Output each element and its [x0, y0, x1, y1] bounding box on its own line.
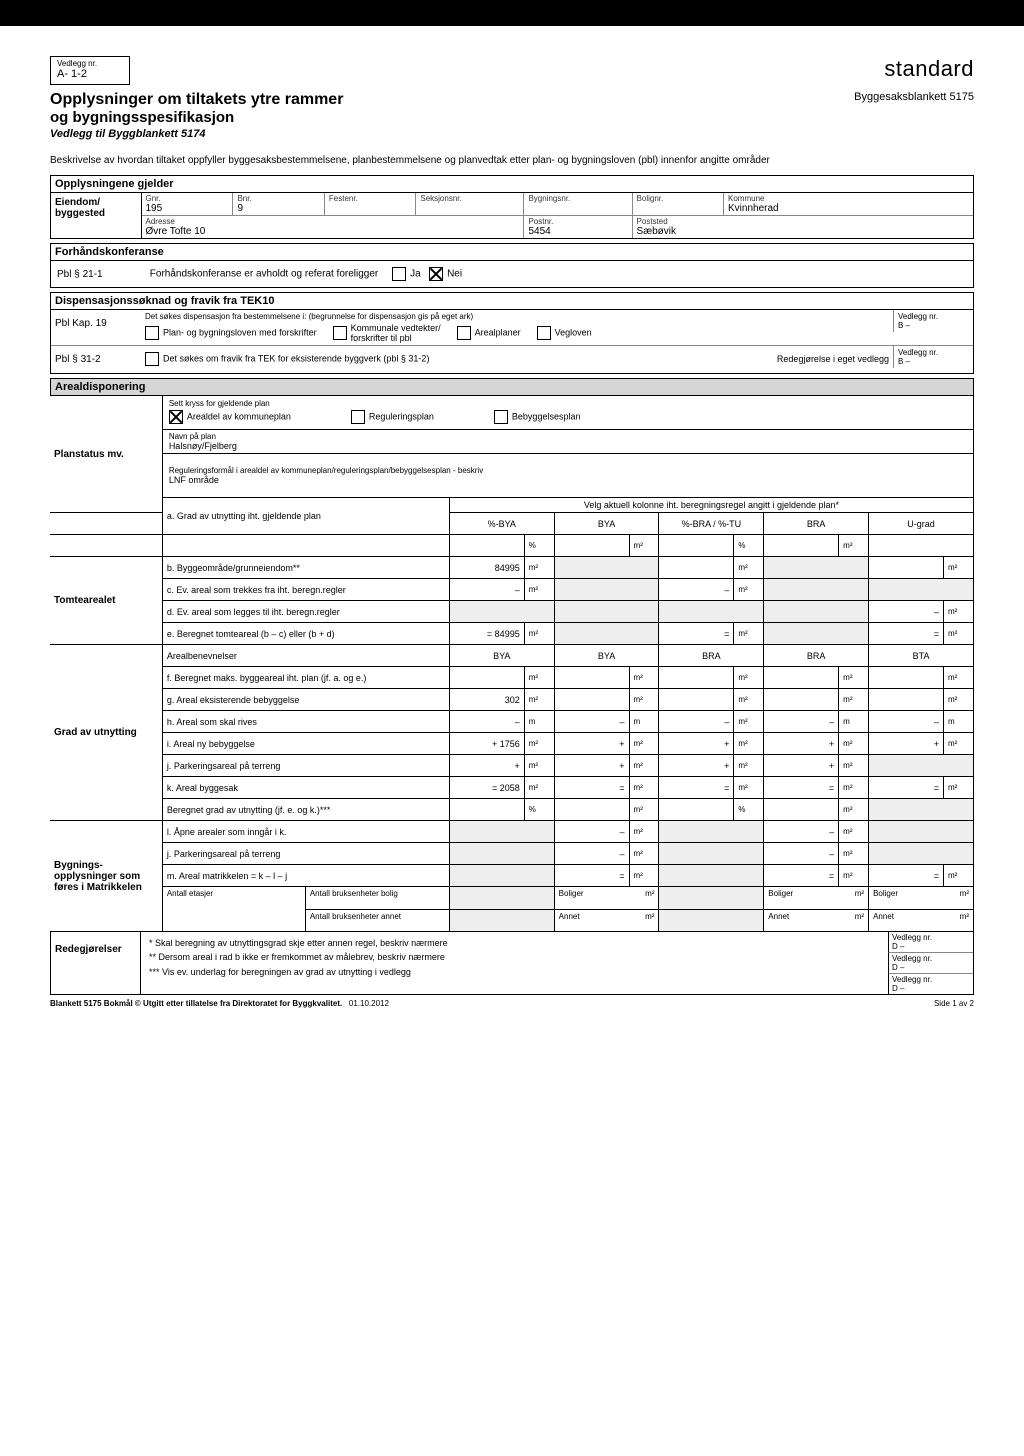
checkbox-fravik[interactable]	[145, 352, 159, 366]
section-dispensasjon: Dispensasjonssøknad og fravik fra TEK10 …	[50, 292, 974, 374]
section-heading: Opplysningene gjelder	[51, 176, 973, 193]
standard-logo: standard	[884, 56, 974, 82]
page-title: Opplysninger om tiltakets ytre rammer	[50, 91, 343, 109]
checkbox-vegloven[interactable]	[537, 326, 551, 340]
checkbox-reguleringsplan[interactable]	[351, 410, 365, 424]
section-arealdisponering: Arealdisponering Planstatus mv. Sett kry…	[50, 378, 974, 995]
checkbox-bebyggelsesplan[interactable]	[494, 410, 508, 424]
section-redegjorelser: Redegjørelser * Skal beregning av utnytt…	[50, 932, 974, 995]
page-footer: Blankett 5175 Bokmål © Utgitt etter till…	[50, 999, 974, 1008]
checkbox-kommunale[interactable]	[333, 326, 347, 340]
checkbox-nei[interactable]	[429, 267, 443, 281]
checkbox-ja[interactable]	[392, 267, 406, 281]
checkbox-pbl[interactable]	[145, 326, 159, 340]
vedlegg-label: Vedlegg nr.	[57, 59, 123, 68]
section-opplysninger: Opplysningene gjelder Eiendom/ byggested…	[50, 175, 974, 239]
form-reference: Byggesaksblankett 5175	[854, 91, 974, 103]
checkbox-arealplaner[interactable]	[457, 326, 471, 340]
vedlegg-box: Vedlegg nr. A- 1-2	[50, 56, 130, 85]
eiendom-label: Eiendom/ byggested	[51, 193, 141, 238]
page-subtitle2: Vedlegg til Byggblankett 5174	[50, 128, 343, 140]
page-description: Beskrivelse av hvordan tiltaket oppfylle…	[50, 154, 974, 167]
section-forhandskonferanse: Forhåndskonferanse Pbl § 21-1 Forhåndsko…	[50, 243, 974, 288]
page-subtitle1: og bygningsspesifikasjon	[50, 109, 343, 126]
vedlegg-value: A- 1-2	[57, 68, 123, 80]
checkbox-arealdel[interactable]	[169, 410, 183, 424]
